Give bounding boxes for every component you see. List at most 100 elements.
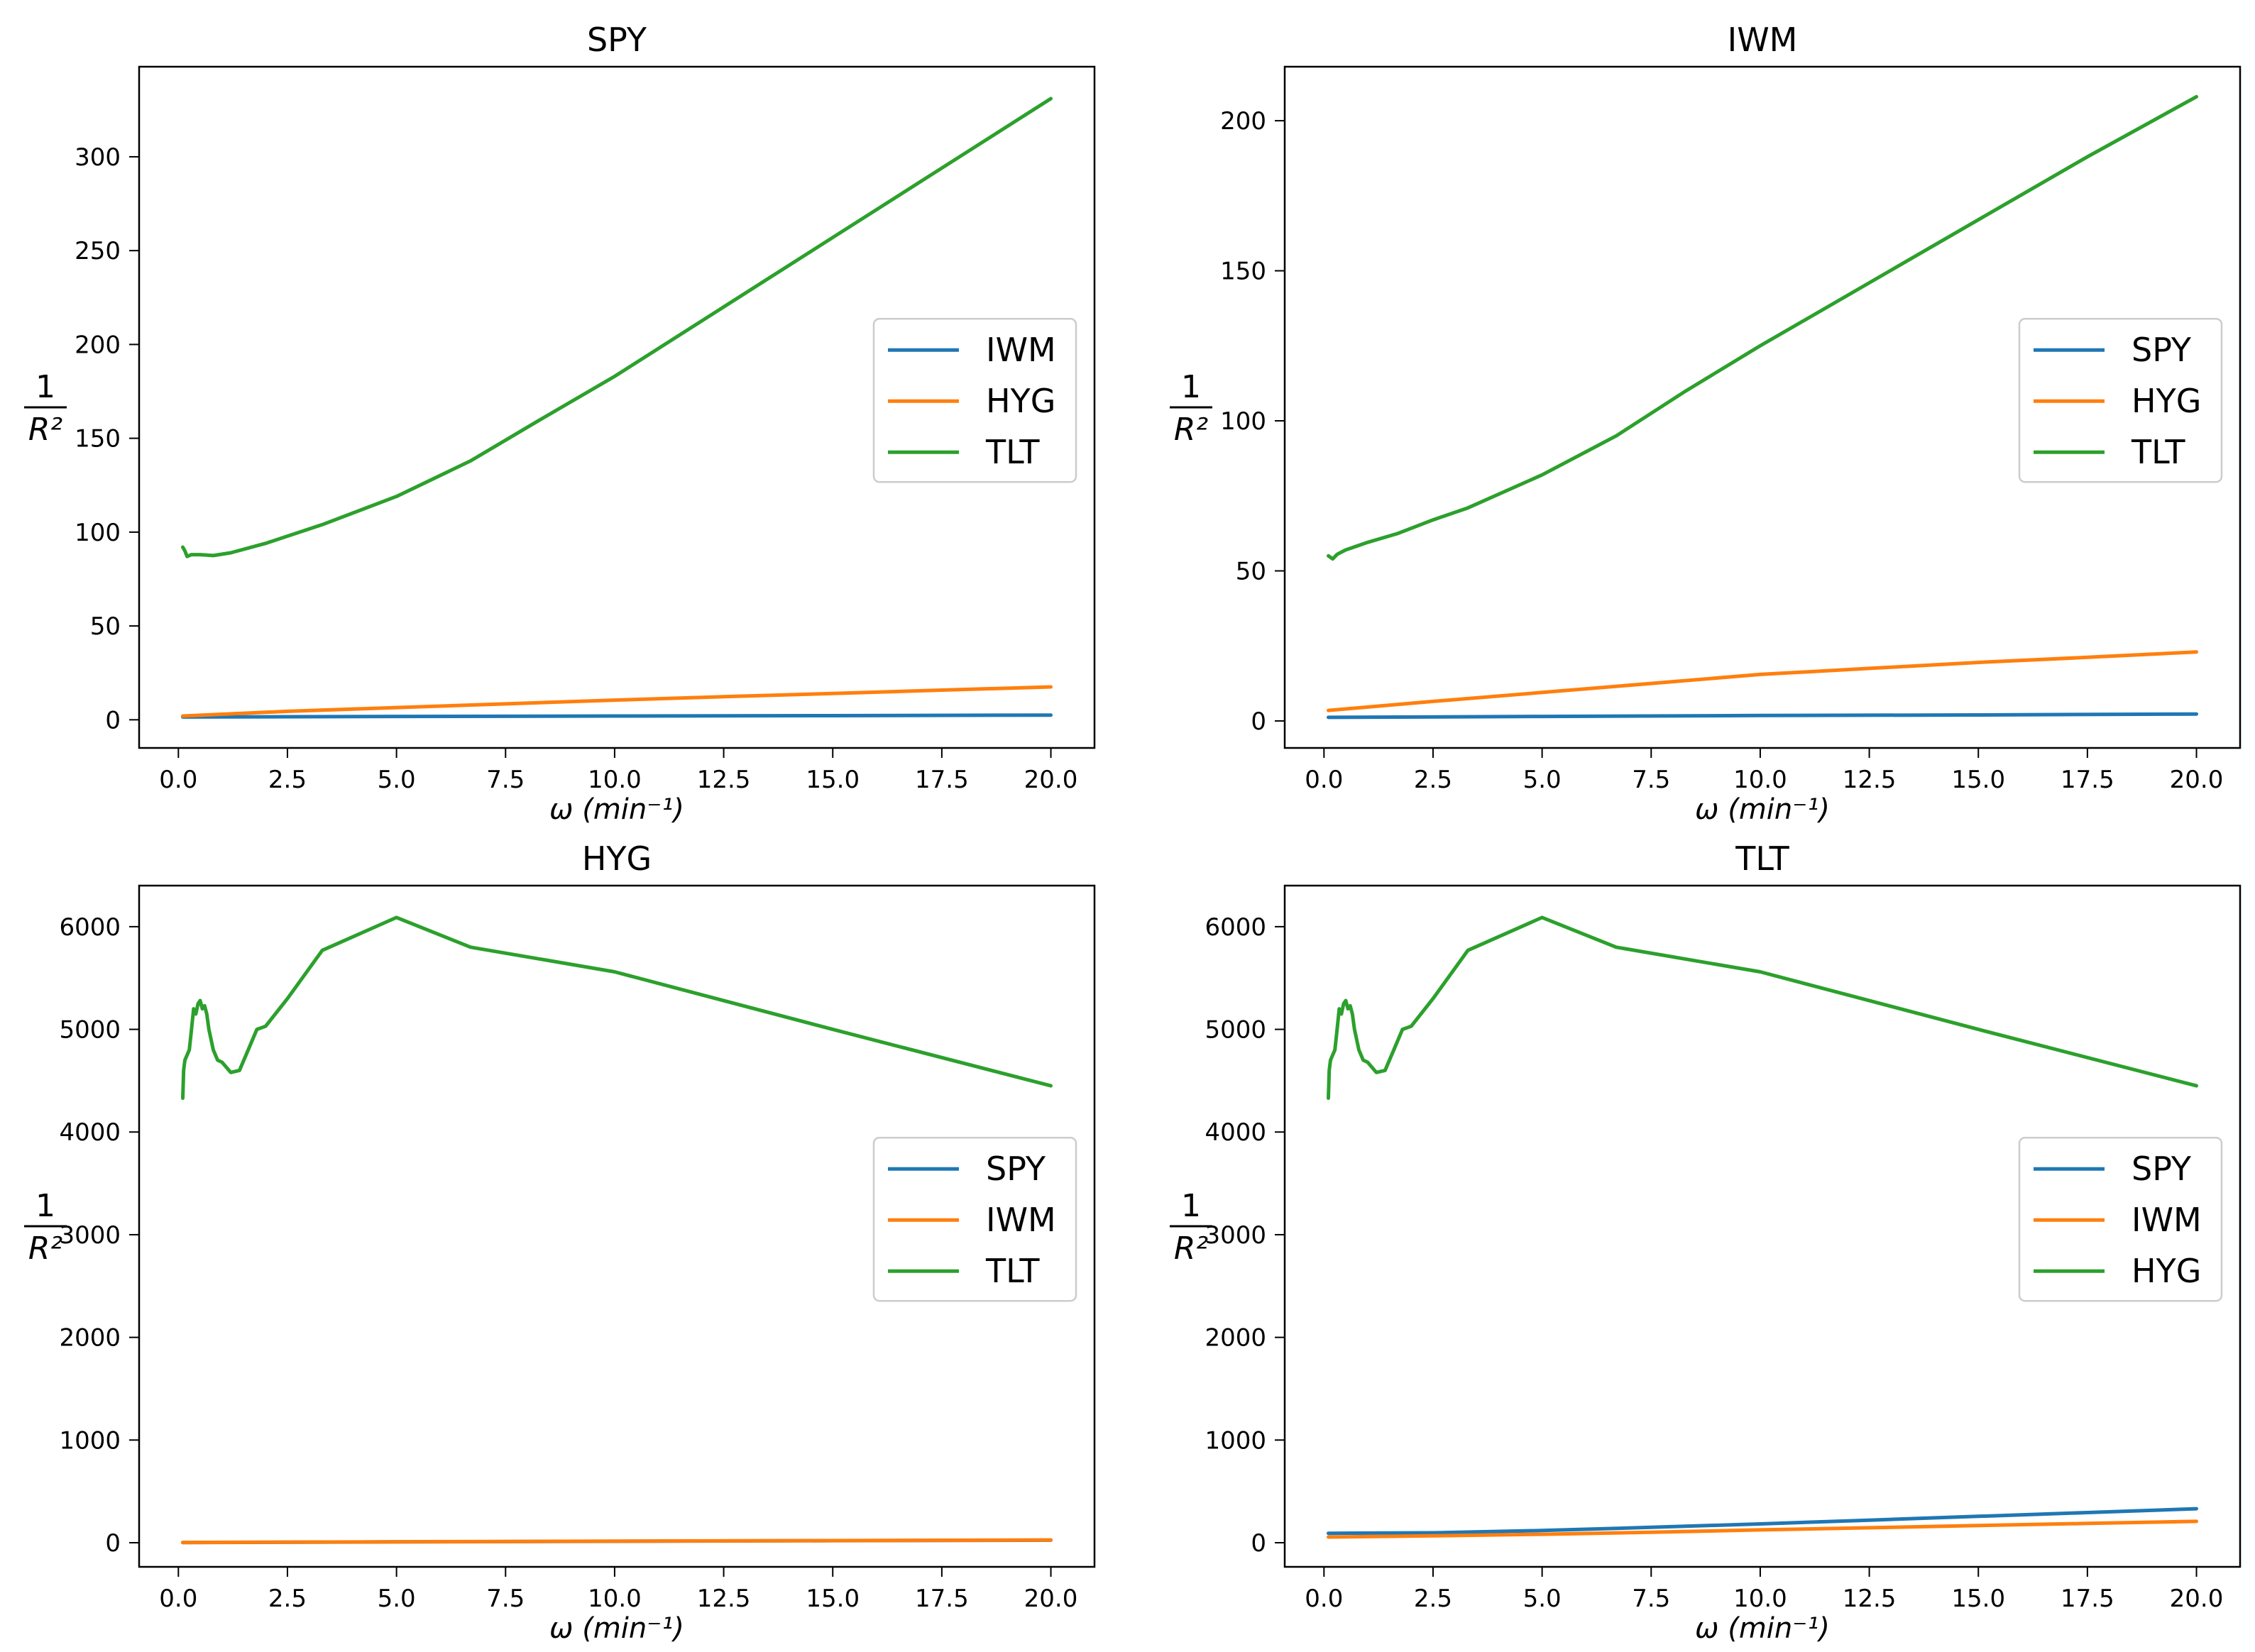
legend-item: HYG [888,382,1055,420]
y-tick-label: 200 [1220,107,1266,136]
y-axis-label: 1 R² [24,1188,67,1267]
x-tick-label: 17.5 [2061,1585,2114,1613]
x-tick-label: 5.0 [1523,1585,1562,1613]
legend-box [2018,317,2223,483]
x-tick-label: 10.0 [1733,766,1787,794]
x-tick-label: 12.5 [697,766,751,794]
series-line-spy [1327,712,2198,720]
legend-label: TLT [985,433,1040,471]
legend-label: SPY [986,1150,1046,1188]
x-tick-label: 20.0 [1024,766,1078,794]
x-tick-label: 12.5 [697,1585,751,1613]
legend-box [2018,1136,2223,1302]
chart-panel-4: TLT 0.0 2.5 5.0 7.5 10.0 12.5 15.0 17.5 20.0 0 1000… [1170,839,2242,1645]
y-tick-label: 4000 [1205,1118,1266,1147]
x-axis-label: ω (min⁻¹) [549,1612,684,1645]
x-tick-label: 0.0 [1305,766,1343,794]
y-tick-label: 250 [75,237,121,265]
x-tick-label: 7.5 [1632,1585,1670,1613]
legend-label: IWM [986,1201,1056,1239]
x-tick-label: 7.5 [1632,766,1670,794]
y-tick-label: 1000 [1205,1426,1266,1455]
chart-panel-1: SPY 0.0 2.5 5.0 7.5 10.0 12.5 15.0 17.5 20.0 0 50 10… [24,21,1096,826]
x-axis-label: ω (min⁻¹) [1695,1612,1830,1645]
y-axis-label: 1 R² [1170,369,1212,448]
x-tick-label: 17.5 [2061,766,2114,794]
legend-item: HYG [2034,1252,2201,1290]
legend-label: SPY [2131,331,2192,369]
series-line-iwm [181,1538,1053,1545]
chart-title: IWM [1728,21,1798,59]
y-axis-label-numerator: 1 [1181,1188,1201,1224]
series-line-tlt [181,97,1053,558]
y-axis-label-numerator: 1 [35,369,55,405]
x-axis-label: ω (min⁻¹) [1695,793,1830,826]
y-tick-label: 0 [105,706,121,734]
y-tick-label: 150 [1220,258,1266,286]
x-tick-label: 15.0 [806,1585,860,1613]
x-tick-label: 20.0 [2170,1585,2224,1613]
y-axis-label-numerator: 1 [35,1188,55,1224]
y-tick-label: 0 [1251,707,1266,736]
chart-title: TLT [1735,839,1789,878]
x-tick-label: 0.0 [159,1585,197,1613]
series-line-tlt [1327,94,2198,561]
legend-item: IWM [888,331,1056,369]
x-tick-label: 7.5 [486,766,525,794]
x-tick-label: 10.0 [588,1585,642,1613]
axes-frame [1283,65,2242,749]
x-tick-label: 15.0 [806,766,860,794]
legend-item: TLT [888,1252,1040,1290]
y-tick-label: 4000 [59,1118,121,1147]
x-tick-label: 2.5 [268,1585,307,1613]
legend-label: IWM [2131,1201,2202,1239]
legend-label: HYG [2131,1252,2201,1290]
y-tick-label: 50 [1236,557,1266,585]
series-line-hyg [181,685,1053,718]
x-tick-label: 10.0 [1733,1585,1787,1613]
axes-frame [138,884,1096,1568]
y-axis-label: 1 R² [24,369,67,448]
chart-panel-2: IWM 0.0 2.5 5.0 7.5 10.0 12.5 15.0 17.5 20.0 0 50 10… [1170,21,2242,826]
x-tick-label: 20.0 [1024,1585,1078,1613]
y-tick-label: 300 [75,143,121,172]
y-tick-label: 0 [105,1529,121,1558]
y-tick-label: 0 [1251,1529,1266,1558]
x-tick-label: 0.0 [1305,1585,1343,1613]
y-tick-label: 2000 [59,1324,121,1353]
y-axis-label: 1 R² [1170,1188,1212,1267]
legend: SPY HYG TLT [2018,317,2223,483]
series-line-tlt [181,915,1053,1100]
legend-box [872,317,1077,483]
x-tick-label: 5.0 [378,766,416,794]
legend-item: IWM [888,1201,1056,1239]
y-axis-label-denominator: R² [28,1230,62,1267]
y-tick-label: 1000 [59,1426,121,1455]
legend-item: TLT [2034,433,2185,471]
y-tick-label: 3000 [59,1221,121,1250]
legend-label: TLT [2131,433,2185,471]
x-tick-label: 7.5 [486,1585,525,1613]
y-axis-label-denominator: R² [1174,412,1208,448]
x-tick-label: 5.0 [1523,766,1562,794]
x-tick-label: 17.5 [915,766,969,794]
series-line-iwm [181,713,1053,719]
legend-label: TLT [985,1252,1040,1290]
x-tick-label: 2.5 [1414,766,1452,794]
series-line-hyg [1327,915,2198,1100]
x-tick-label: 12.5 [1843,1585,1897,1613]
legend-item: IWM [2034,1201,2202,1239]
y-tick-label: 3000 [1205,1221,1266,1250]
legend-label: IWM [986,331,1056,369]
legend-box [872,1136,1077,1302]
x-axis-label: ω (min⁻¹) [549,793,684,826]
legend-item: SPY [2034,1150,2192,1188]
legend: IWM HYG TLT [872,317,1077,483]
y-tick-label: 6000 [59,913,121,942]
y-tick-label: 200 [75,331,121,359]
legend-item: HYG [2034,382,2201,420]
series-line-iwm [1327,1519,2198,1539]
x-tick-label: 15.0 [1951,1585,2005,1613]
y-tick-label: 6000 [1205,913,1266,942]
